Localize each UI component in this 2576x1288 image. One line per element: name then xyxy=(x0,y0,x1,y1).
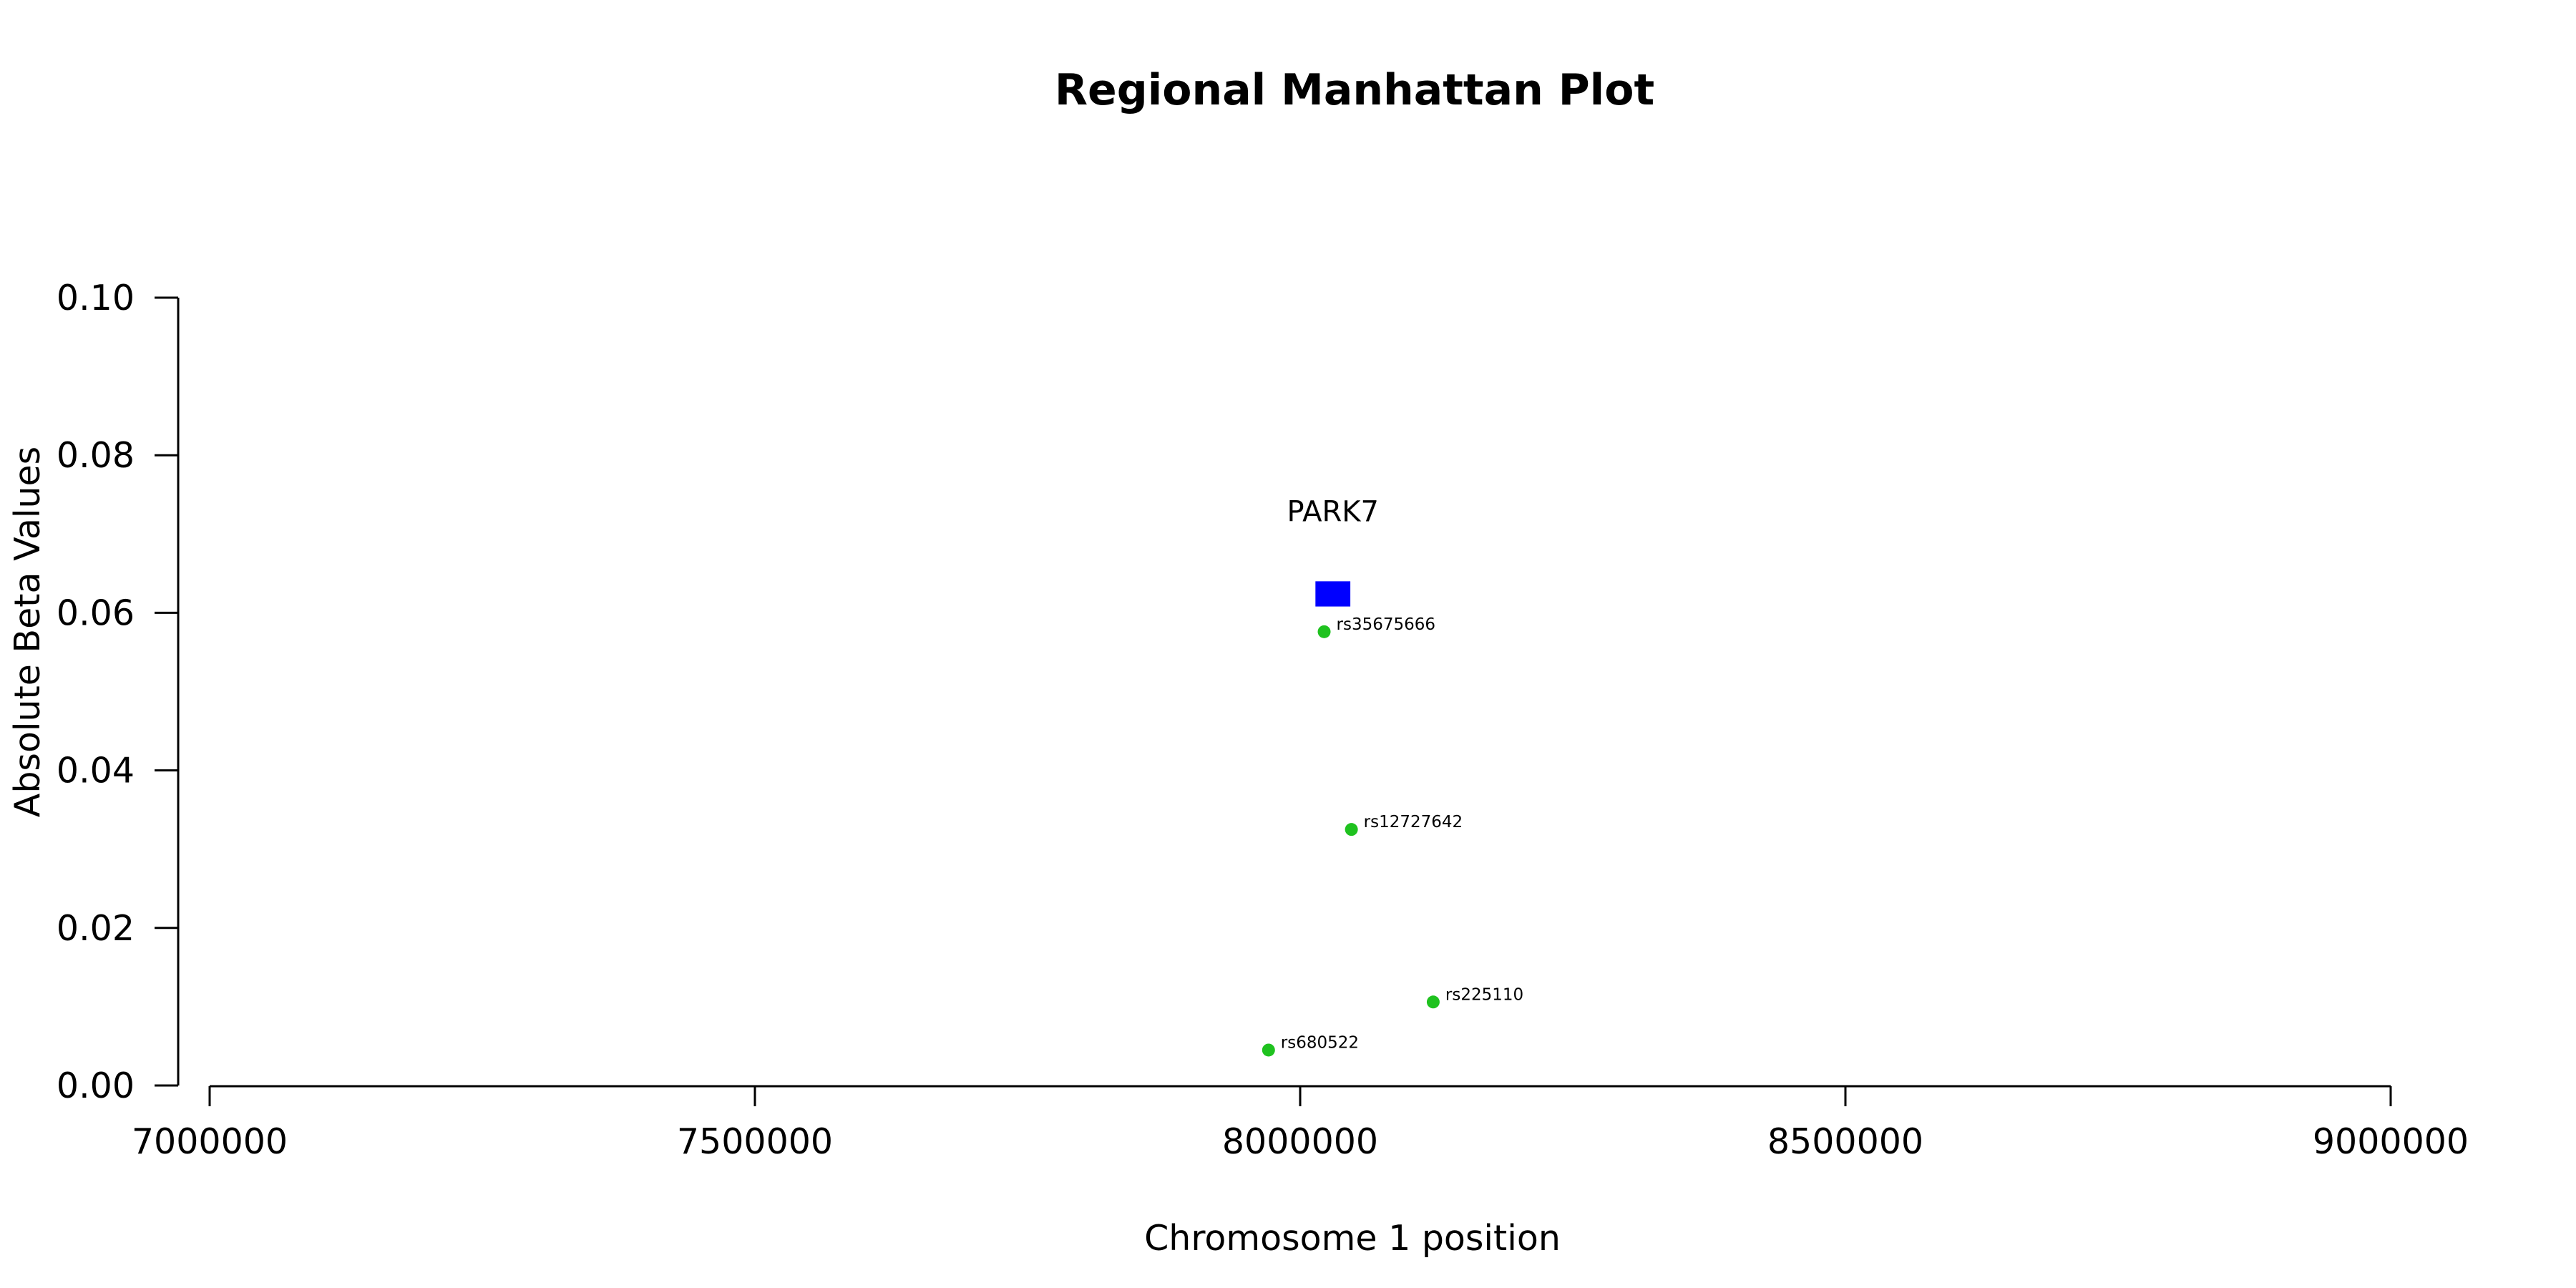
snp-label: rs35675666 xyxy=(1337,615,1436,634)
snp-label: rs225110 xyxy=(1445,985,1523,1004)
gene-box xyxy=(1315,581,1351,607)
y-tick-label: 0.04 xyxy=(57,751,135,791)
snp-point xyxy=(1317,625,1331,638)
gene-label: PARK7 xyxy=(1287,495,1379,528)
x-tick-label: 9000000 xyxy=(2313,1121,2469,1162)
y-tick-label: 0.06 xyxy=(57,592,135,633)
y-tick-label: 0.08 xyxy=(57,435,135,476)
y-tick-label: 0.10 xyxy=(57,278,135,318)
snp-points: rs35675666 rs12727642 rs225110 rs680522 xyxy=(1262,615,1523,1057)
snp-point xyxy=(1345,823,1358,836)
snp-point xyxy=(1426,995,1440,1009)
x-axis-label: Chromosome 1 position xyxy=(1144,1218,1561,1259)
snp-label: rs12727642 xyxy=(1364,813,1463,831)
x-tick-label: 8500000 xyxy=(1767,1121,1923,1162)
x-tick-label: 7000000 xyxy=(132,1121,288,1162)
y-tick-label: 0.00 xyxy=(57,1065,135,1106)
x-axis: 7000000 7500000 8000000 8500000 9000000 xyxy=(132,1085,2469,1162)
y-axis: 0.00 0.02 0.04 0.06 0.08 0.10 xyxy=(57,278,180,1106)
x-tick-label: 8000000 xyxy=(1222,1121,1378,1162)
x-tick-label: 7500000 xyxy=(677,1121,833,1162)
y-tick-label: 0.02 xyxy=(57,908,135,949)
chart-title: Regional Manhattan Plot xyxy=(1055,65,1654,115)
snp-label: rs680522 xyxy=(1281,1033,1359,1052)
y-axis-label: Absolute Beta Values xyxy=(7,447,48,817)
gene-track: PARK7 xyxy=(1287,495,1379,607)
snp-point xyxy=(1262,1043,1275,1057)
